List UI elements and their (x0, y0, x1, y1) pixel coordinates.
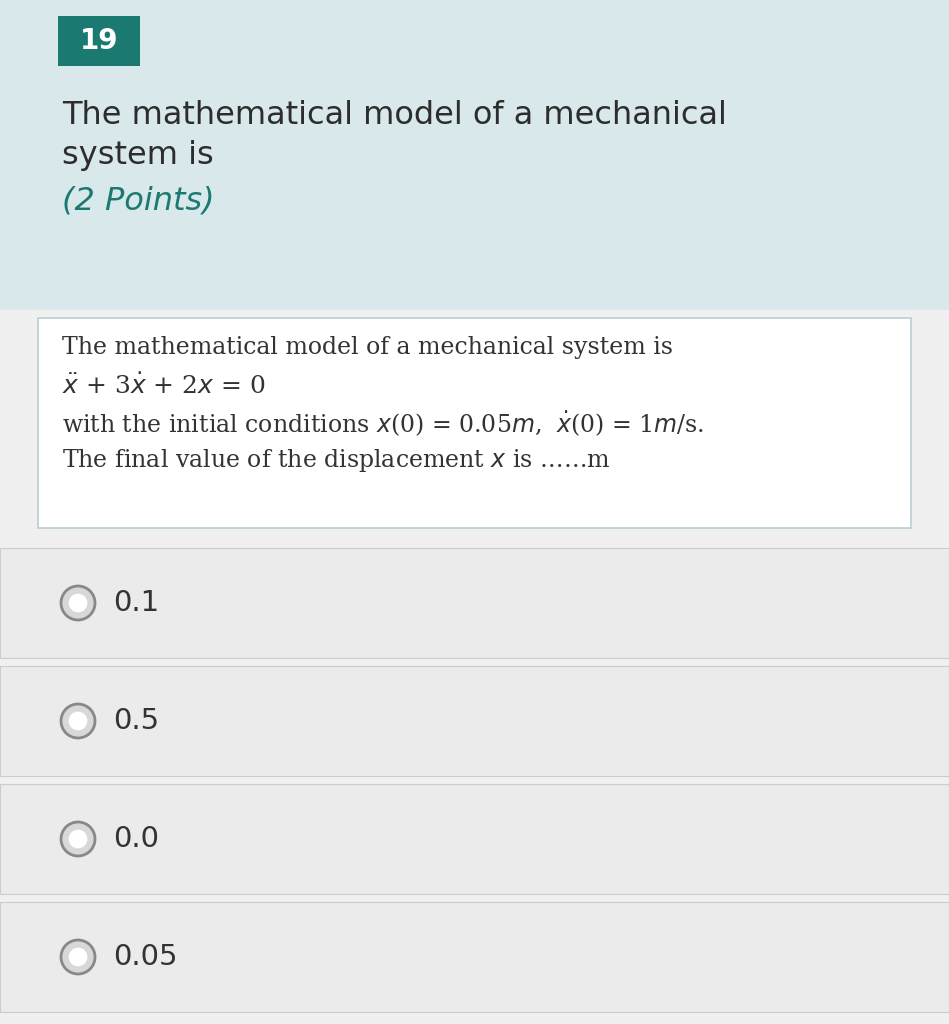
Text: (2 Points): (2 Points) (62, 185, 214, 216)
Circle shape (61, 705, 95, 738)
FancyBboxPatch shape (0, 784, 949, 894)
FancyBboxPatch shape (0, 548, 949, 658)
Circle shape (68, 947, 87, 967)
FancyBboxPatch shape (0, 666, 949, 776)
Circle shape (61, 586, 95, 620)
Text: The mathematical model of a mechanical: The mathematical model of a mechanical (62, 100, 727, 131)
Text: 0.05: 0.05 (113, 943, 177, 971)
Circle shape (68, 829, 87, 848)
FancyBboxPatch shape (58, 16, 140, 66)
Circle shape (68, 712, 87, 730)
Circle shape (61, 940, 95, 974)
Text: The final value of the displacement $x$ is ……m: The final value of the displacement $x$ … (62, 447, 611, 474)
Text: The mathematical model of a mechanical system is: The mathematical model of a mechanical s… (62, 336, 673, 359)
Text: 0.5: 0.5 (113, 707, 159, 735)
FancyBboxPatch shape (38, 318, 911, 528)
FancyBboxPatch shape (0, 902, 949, 1012)
Text: system is: system is (62, 140, 214, 171)
Text: 0.0: 0.0 (113, 825, 159, 853)
Text: with the initial conditions $x$(0) = 0.05$m$,  $\dot{x}$(0) = 1$m$/s.: with the initial conditions $x$(0) = 0.0… (62, 410, 704, 439)
Text: 19: 19 (80, 27, 119, 55)
Circle shape (68, 594, 87, 612)
FancyBboxPatch shape (0, 0, 949, 310)
Text: 0.1: 0.1 (113, 589, 159, 617)
Text: $\ddot{x}$ + 3$\dot{x}$ + 2$x$ = 0: $\ddot{x}$ + 3$\dot{x}$ + 2$x$ = 0 (62, 373, 266, 399)
Circle shape (61, 822, 95, 856)
